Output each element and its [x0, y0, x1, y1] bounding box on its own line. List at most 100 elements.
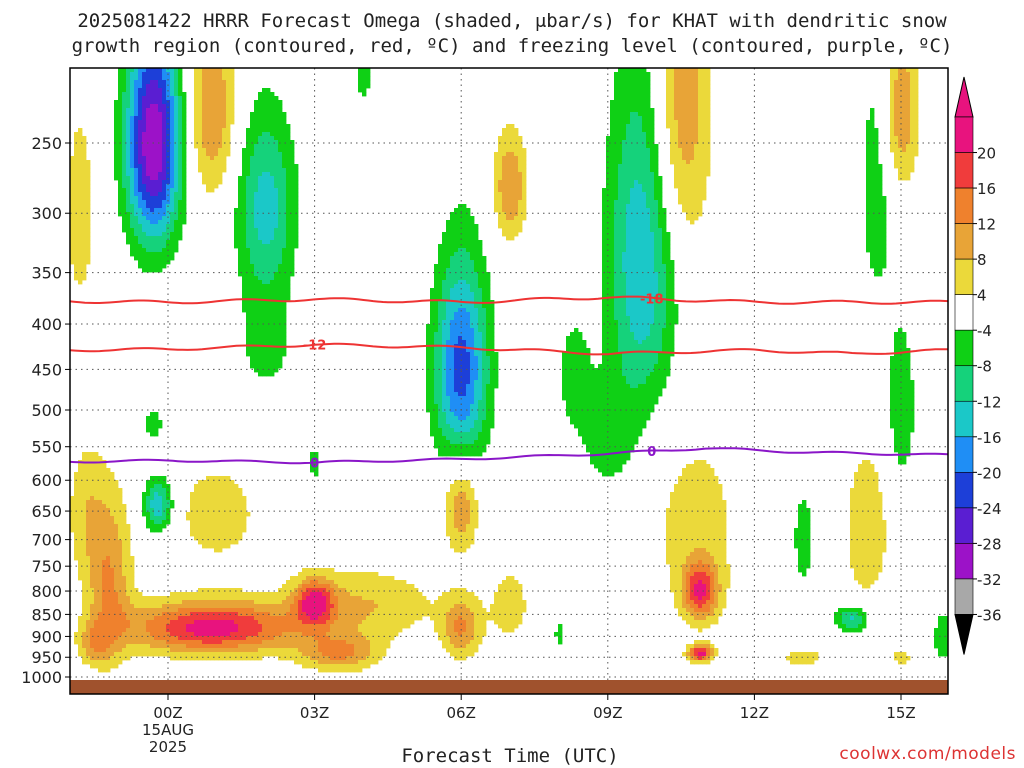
- omega-cell: [150, 188, 155, 193]
- omega-cell: [278, 204, 283, 209]
- omega-cell: [446, 436, 451, 441]
- omega-cell: [106, 560, 111, 565]
- omega-cell: [394, 596, 399, 601]
- omega-cell: [174, 632, 179, 637]
- omega-cell: [354, 572, 359, 577]
- omega-cell: [98, 508, 103, 513]
- omega-cell: [98, 580, 103, 585]
- omega-cell: [170, 244, 175, 249]
- omega-cell: [318, 604, 323, 609]
- omega-cell: [110, 624, 115, 629]
- omega-cell: [250, 176, 255, 181]
- omega-cell: [130, 88, 135, 93]
- omega-cell: [270, 308, 275, 313]
- omega-cell: [350, 656, 355, 661]
- omega-cell: [194, 492, 199, 497]
- omega-cell: [86, 596, 91, 601]
- omega-cell: [446, 504, 451, 509]
- omega-cell: [126, 532, 131, 537]
- omega-cell: [190, 592, 195, 597]
- omega-cell: [302, 608, 307, 613]
- omega-cell: [158, 156, 163, 161]
- omega-cell: [114, 516, 119, 521]
- omega-cell: [246, 352, 251, 357]
- omega-cell: [202, 620, 207, 625]
- omega-cell: [134, 192, 139, 197]
- omega-cell: [174, 116, 179, 121]
- omega-cell: [142, 180, 147, 185]
- omega-cell: [354, 648, 359, 653]
- omega-cell: [126, 644, 131, 649]
- omega-cell: [338, 588, 343, 593]
- omega-cell: [218, 136, 223, 141]
- omega-cell: [82, 476, 87, 481]
- omega-cell: [162, 236, 167, 241]
- omega-cell: [154, 496, 159, 501]
- omega-cell: [286, 632, 291, 637]
- omega-cell: [246, 160, 251, 165]
- omega-cell: [202, 496, 207, 501]
- omega-cell: [278, 304, 283, 309]
- omega-cell: [250, 284, 255, 289]
- omega-cell: [234, 228, 239, 233]
- omega-cell: [258, 132, 263, 137]
- omega-cell: [454, 492, 459, 497]
- omega-cell: [346, 612, 351, 617]
- omega-cell: [434, 372, 439, 377]
- omega-cell: [110, 584, 115, 589]
- omega-cell: [174, 208, 179, 213]
- omega-cell: [162, 260, 167, 265]
- omega-cell: [230, 80, 235, 85]
- omega-cell: [446, 592, 451, 597]
- omega-cell: [374, 660, 379, 665]
- omega-cell: [406, 612, 411, 617]
- omega-cell: [166, 196, 171, 201]
- omega-cell: [278, 364, 283, 369]
- omega-cell: [226, 636, 231, 641]
- omega-cell: [162, 620, 167, 625]
- omega-cell: [238, 612, 243, 617]
- omega-cell: [74, 140, 79, 145]
- omega-cell: [254, 332, 259, 337]
- omega-cell: [418, 600, 423, 605]
- omega-cell: [154, 108, 159, 113]
- omega-cell: [358, 624, 363, 629]
- omega-cell: [78, 560, 83, 565]
- omega-cell: [298, 596, 303, 601]
- omega-cell: [122, 164, 127, 169]
- omega-cell: [430, 424, 435, 429]
- omega-cell: [218, 520, 223, 525]
- omega-cell: [286, 612, 291, 617]
- omega-cell: [150, 600, 155, 605]
- omega-cell: [126, 140, 131, 145]
- omega-cell: [222, 116, 227, 121]
- omega-cell: [222, 68, 227, 73]
- omega-cell: [430, 612, 435, 617]
- omega-cell: [374, 588, 379, 593]
- omega-cell: [442, 280, 447, 285]
- omega-cell: [394, 604, 399, 609]
- omega-cell: [94, 640, 99, 645]
- omega-cell: [114, 600, 119, 605]
- omega-cell: [346, 660, 351, 665]
- omega-cell: [138, 164, 143, 169]
- omega-cell: [222, 88, 227, 93]
- omega-cell: [370, 612, 375, 617]
- omega-cell: [446, 284, 451, 289]
- omega-cell: [302, 576, 307, 581]
- omega-cell: [170, 592, 175, 597]
- omega-cell: [206, 648, 211, 653]
- omega-cell: [110, 472, 115, 477]
- omega-cell: [98, 548, 103, 553]
- omega-cell: [182, 144, 187, 149]
- omega-cell: [118, 72, 123, 77]
- omega-cell: [246, 224, 251, 229]
- omega-cell: [290, 632, 295, 637]
- omega-cell: [226, 480, 231, 485]
- omega-cell: [282, 232, 287, 237]
- omega-cell: [206, 100, 211, 105]
- omega-cell: [202, 540, 207, 545]
- omega-cell: [278, 336, 283, 341]
- omega-cell: [262, 100, 267, 105]
- omega-cell: [274, 324, 279, 329]
